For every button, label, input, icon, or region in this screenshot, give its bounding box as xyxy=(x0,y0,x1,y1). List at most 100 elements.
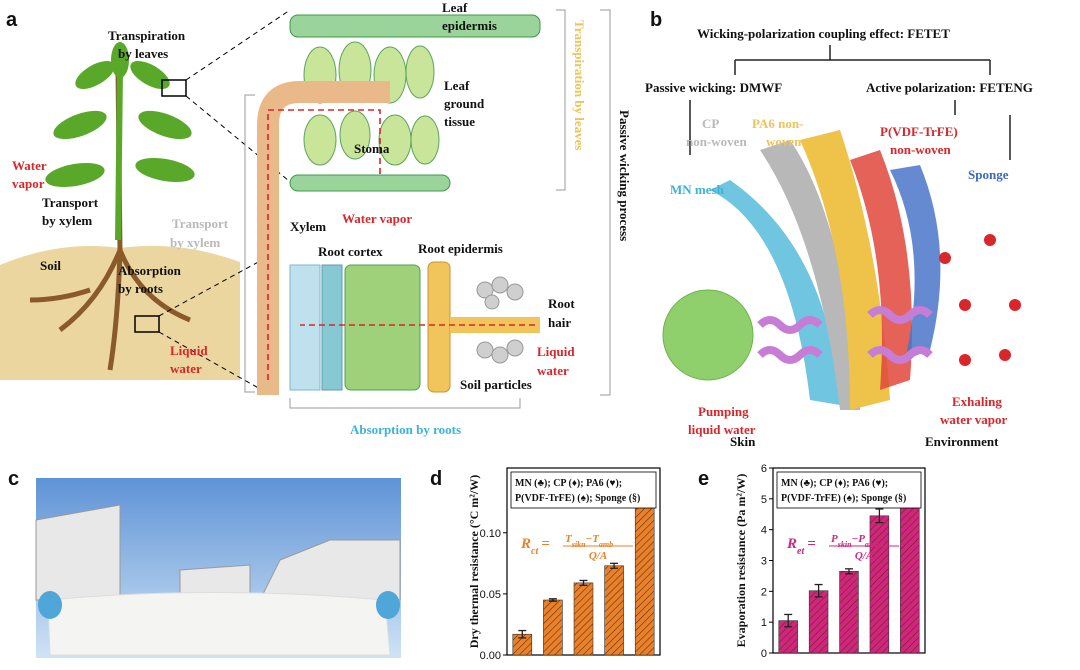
formula-part: et xyxy=(797,546,805,557)
legend-text: MN (♣); CP (♦); PA6 (♥); xyxy=(515,478,622,489)
label: Xylem xyxy=(290,219,326,234)
y-tick-label: 4 xyxy=(761,525,767,537)
panel-a-labels: Transpiration by leaves Water vapor Tran… xyxy=(12,0,632,437)
formula-part: = xyxy=(807,536,816,552)
label: Active polarization: FETENG xyxy=(866,80,1033,95)
label: water xyxy=(537,363,569,378)
y-tick-label: 0.05 xyxy=(480,589,501,601)
y-tick-label: 6 xyxy=(761,463,767,475)
formula-part: P xyxy=(831,533,838,545)
y-tick-label: 1 xyxy=(761,617,767,629)
formula-part: T xyxy=(565,533,573,545)
label: MN mesh xyxy=(670,182,725,197)
bar xyxy=(839,570,859,654)
label: Soil xyxy=(40,258,61,273)
bar xyxy=(604,565,624,656)
formula: Ret = xyxy=(786,536,816,557)
label: Absorption xyxy=(118,263,182,278)
label: Root epidermis xyxy=(418,241,503,256)
bar xyxy=(808,590,829,654)
label: Transpiration by leaves xyxy=(572,20,587,151)
label: Water vapor xyxy=(342,211,412,226)
panel-a-art xyxy=(0,9,611,409)
label: by xylem xyxy=(42,213,92,228)
y-tick-label: 0.10 xyxy=(480,528,501,540)
y-axis-label: Dry thermal resistance (°C m²/W) xyxy=(467,475,481,648)
label: Root xyxy=(548,296,575,311)
formula-part: ct xyxy=(531,546,539,557)
legend-box xyxy=(510,471,657,509)
panel-label: e xyxy=(698,468,709,490)
label: Wicking-polarization coupling effect: FE… xyxy=(697,26,950,41)
y-tick-label: 0.00 xyxy=(480,650,501,662)
formula-part: = xyxy=(541,536,550,552)
y-tick-label: 2 xyxy=(761,586,767,598)
legend-text: P(VDF-TrFE) (♠); Sponge (§) xyxy=(515,493,640,504)
label: Leaf xyxy=(444,78,470,93)
bar xyxy=(543,599,563,656)
label: Sponge xyxy=(968,167,1009,182)
label: woven xyxy=(766,134,802,149)
label: by leaves xyxy=(118,46,168,61)
panel-b-labels: Wicking-polarization coupling effect: FE… xyxy=(645,26,1033,449)
label: CP xyxy=(702,116,719,131)
label: hair xyxy=(548,315,571,330)
label: Absorption by roots xyxy=(350,422,461,437)
label: ground xyxy=(444,96,485,111)
label: Skin xyxy=(730,434,756,449)
formula-denominator: Q/A xyxy=(855,550,873,562)
label: water vapor xyxy=(940,412,1008,427)
label: Environment xyxy=(925,434,999,449)
panel-c-photo xyxy=(35,478,401,658)
label: Root cortex xyxy=(318,244,383,259)
panel-b-art xyxy=(662,45,1021,410)
label: by xylem xyxy=(170,235,220,250)
label: Leaf xyxy=(442,0,468,15)
label: Exhaling xyxy=(952,394,1002,409)
legend-text: MN (♣); CP (♦); PA6 (♥); xyxy=(781,478,888,489)
formula-numerator: Tsikn−Tamb xyxy=(565,533,613,549)
label: Water xyxy=(12,158,47,173)
label: Pumping xyxy=(698,404,749,419)
legend-box xyxy=(776,471,922,509)
y-tick-label: 3 xyxy=(761,556,767,568)
label: Soil particles xyxy=(460,377,532,392)
y-axis-label: Evaporation resistance (Pa m²/W) xyxy=(734,474,748,648)
label: water xyxy=(170,361,202,376)
formula-part: R xyxy=(786,536,797,552)
y-tick-label: 5 xyxy=(761,494,767,506)
label: Transport xyxy=(42,195,99,210)
formula-part: −T xyxy=(586,533,601,545)
formula-part: amb xyxy=(599,540,613,549)
label: Transpiration xyxy=(108,28,186,43)
panel-label: c xyxy=(8,468,19,490)
formula-part: amb xyxy=(865,540,879,549)
y-tick-label: 0 xyxy=(761,648,767,660)
formula-numerator: Pskin−Pamb xyxy=(831,533,879,549)
label: non-woven xyxy=(890,142,951,157)
label: liquid water xyxy=(688,422,756,437)
formula-part: R xyxy=(520,536,531,552)
label: PA6 non- xyxy=(752,116,803,131)
panel-label: d xyxy=(430,468,442,490)
panel-label: b xyxy=(650,9,662,31)
bar xyxy=(869,515,890,654)
formula-part: skin xyxy=(837,540,852,549)
label: Transport xyxy=(172,216,229,231)
legend-text: P(VDF-TrFE) (♠); Sponge (§) xyxy=(781,493,906,504)
label: Liquid xyxy=(537,344,575,359)
label: by roots xyxy=(118,281,163,296)
formula-denominator: Q/A xyxy=(589,550,607,562)
label: Stoma xyxy=(354,141,390,156)
label: Passive wicking process xyxy=(617,110,632,241)
bar xyxy=(573,582,594,656)
label: Liquid xyxy=(170,343,208,358)
label: tissue xyxy=(444,114,475,129)
label: non-woven xyxy=(686,134,747,149)
formula-part: sikn xyxy=(571,540,586,549)
label: Passive wicking: DMWF xyxy=(645,80,782,95)
label: vapor xyxy=(12,176,45,191)
panel-label: a xyxy=(6,9,18,31)
label: epidermis xyxy=(442,18,497,33)
